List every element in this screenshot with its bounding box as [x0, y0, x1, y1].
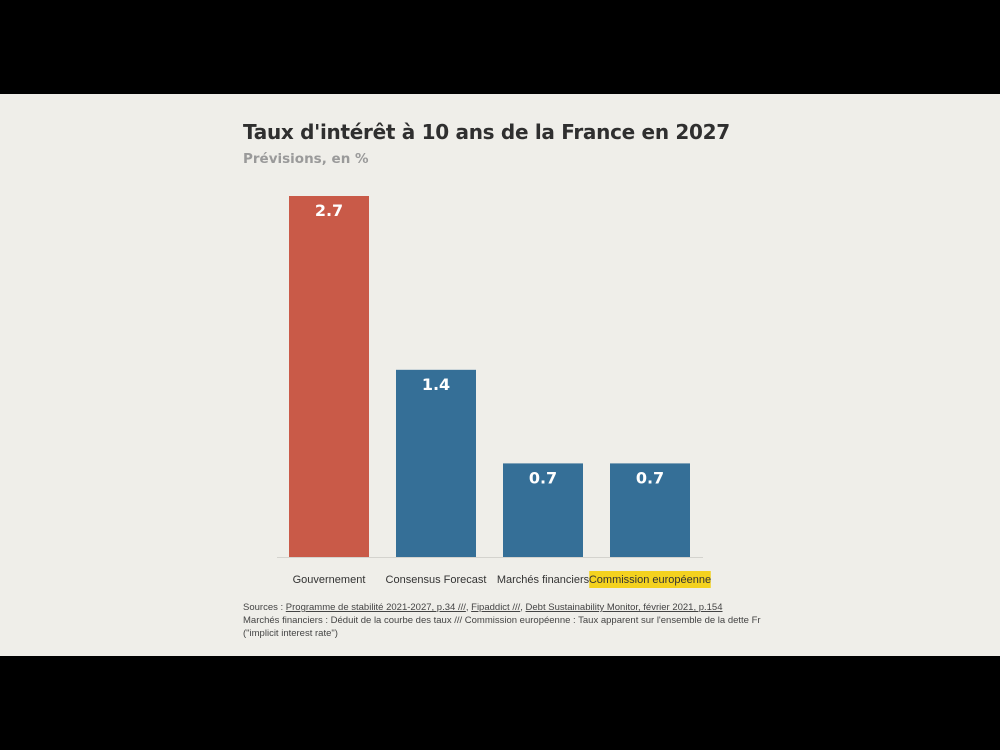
sources-prefix: Sources :: [243, 602, 286, 613]
bar-2: [503, 463, 583, 557]
chart-title: Taux d'intérêt à 10 ans de la France en …: [243, 120, 730, 144]
sources-line: Sources : Programme de stabilité 2021-20…: [243, 602, 723, 613]
chart-panel: Taux d'intérêt à 10 ans de la France en …: [0, 94, 1000, 656]
bar-value-label-1: 1.4: [422, 375, 450, 394]
source-link-programme-stabilite[interactable]: Programme de stabilité 2021-2027, p.34 /…: [285, 602, 466, 613]
category-label-1: Consensus Forecast: [386, 574, 487, 586]
bar-value-label-3: 0.7: [636, 468, 664, 487]
source-link-debt-monitor[interactable]: Debt Sustainability Monitor, février 202…: [525, 602, 723, 613]
highlight-marker: [589, 571, 711, 588]
sources-note: Sources : Programme de stabilité 2021-20…: [243, 602, 763, 640]
category-label-2: Marchés financiers: [497, 574, 590, 586]
source-link-fipaddict[interactable]: Fipaddict ///: [471, 602, 521, 613]
category-label-3: Commission européenne: [589, 574, 711, 586]
bar-1: [396, 369, 476, 557]
chart-subtitle: Prévisions, en %: [243, 151, 369, 167]
bar-chart: 2.7 Gouvernement 1.4 Consensus Forecast 0.7 M…: [277, 196, 711, 588]
bar-0: [289, 196, 369, 557]
sources-definitions: Marchés financiers : Déduit de la courbe…: [243, 614, 761, 626]
bar-3: [610, 463, 690, 557]
sources-implicit-rate: ("implicit interest rate"): [243, 627, 338, 639]
bar-value-label-2: 0.7: [529, 468, 557, 487]
category-label-0: Gouvernement: [293, 574, 366, 586]
bar-value-label-0: 2.7: [315, 201, 343, 220]
